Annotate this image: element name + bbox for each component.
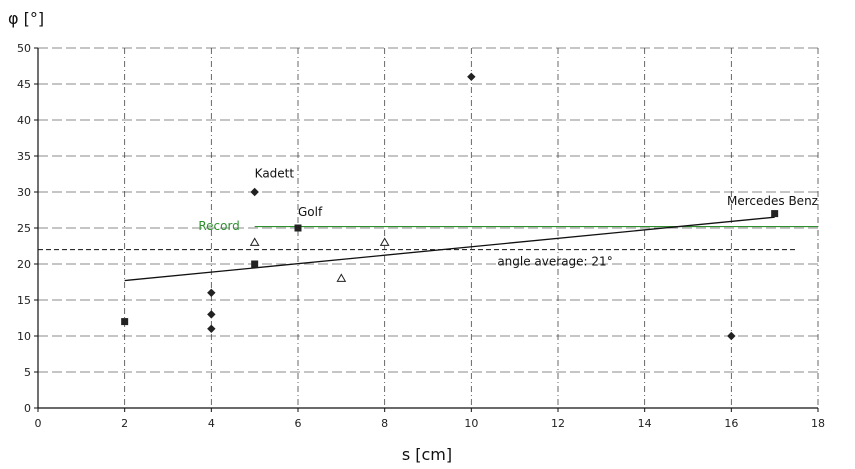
data-point-triangle bbox=[336, 273, 347, 282]
trend-line bbox=[124, 216, 775, 282]
y-axis-title: φ [°] bbox=[8, 9, 44, 28]
data-point-triangle bbox=[249, 237, 260, 246]
x-tick-label: 0 bbox=[35, 417, 42, 430]
data-point-square bbox=[294, 224, 302, 232]
data-point-diamond bbox=[207, 288, 216, 298]
tick-labels: 0 5 10 15 20 25 30 35 40 45 50 0 2 4 6 8 10 12 14 16 18 bbox=[17, 42, 825, 430]
data-point-square bbox=[121, 318, 129, 326]
data-point-square bbox=[771, 210, 779, 218]
y-tick-label: 45 bbox=[17, 78, 31, 91]
y-tick-label: 10 bbox=[17, 330, 31, 343]
x-tick-label: 16 bbox=[724, 417, 738, 430]
annotation-label: Golf bbox=[298, 205, 323, 219]
data-point-square bbox=[251, 260, 259, 268]
data-point-diamond bbox=[207, 310, 216, 319]
data-point-diamond bbox=[207, 324, 216, 334]
annotation-label: Mercedes Benz bbox=[727, 194, 818, 208]
data-point-diamond bbox=[250, 187, 259, 197]
y-tick-label: 50 bbox=[17, 42, 31, 55]
average-line-label: angle average: 21° bbox=[497, 255, 612, 269]
x-tick-label: 18 bbox=[811, 417, 825, 430]
data-point-triangle bbox=[379, 237, 390, 246]
x-tick-label: 4 bbox=[208, 417, 215, 430]
grid bbox=[38, 47, 819, 408]
x-tick-label: 2 bbox=[121, 417, 128, 430]
y-tick-label: 40 bbox=[17, 114, 31, 127]
x-tick-label: 8 bbox=[381, 417, 388, 430]
annotation-label: Record bbox=[198, 219, 239, 233]
data-point-diamond bbox=[467, 72, 476, 82]
y-tick-label: 30 bbox=[17, 186, 31, 199]
y-tick-label: 0 bbox=[24, 402, 31, 415]
x-tick-label: 10 bbox=[464, 417, 478, 430]
x-axis-title: s [cm] bbox=[402, 445, 452, 464]
x-tick-label: 12 bbox=[551, 417, 565, 430]
annotation-label: Kadett bbox=[255, 167, 295, 181]
y-tick-label: 25 bbox=[17, 222, 31, 235]
data-points bbox=[121, 72, 779, 341]
annotations: Kadett Golf Record Mercedes Benz bbox=[198, 167, 818, 234]
x-tick-label: 6 bbox=[295, 417, 302, 430]
y-tick-label: 15 bbox=[17, 294, 31, 307]
y-tick-label: 35 bbox=[17, 150, 31, 163]
data-point-diamond bbox=[727, 331, 736, 341]
y-tick-label: 20 bbox=[17, 258, 31, 271]
reference-lines: angle average: 21° bbox=[38, 216, 818, 282]
y-tick-label: 5 bbox=[24, 366, 31, 379]
x-tick-label: 14 bbox=[638, 417, 652, 430]
